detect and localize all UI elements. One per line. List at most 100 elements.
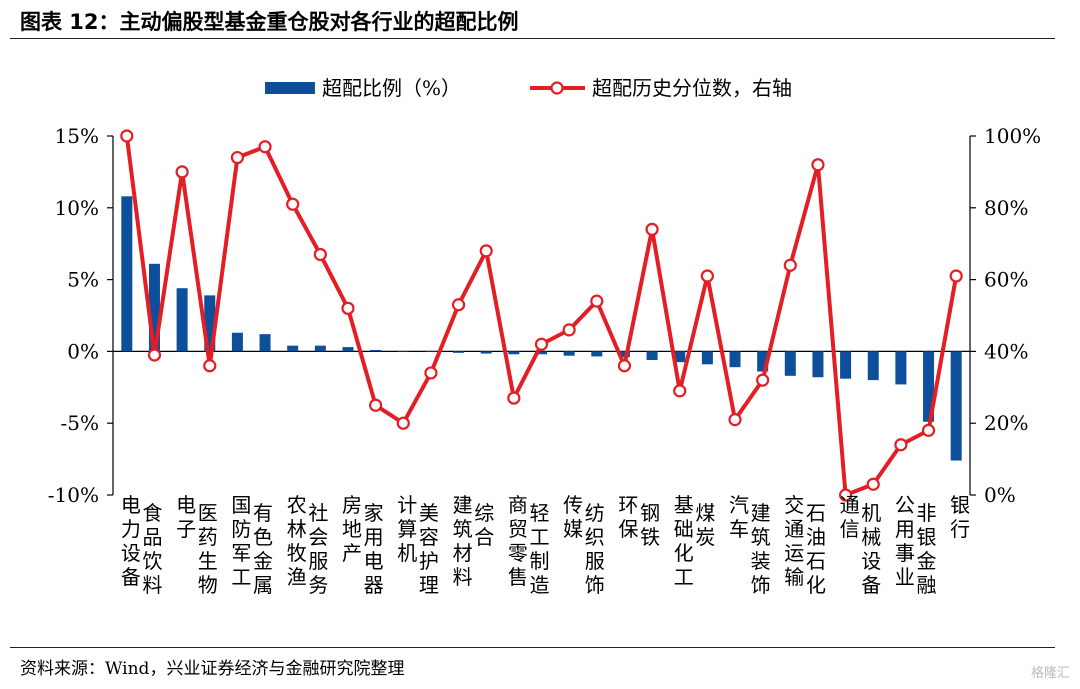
left-tick-label: 15%	[55, 124, 99, 148]
x-tick-label: 轻工制造	[530, 501, 550, 597]
line-point	[811, 158, 825, 172]
x-tick-label: 家用电器	[364, 501, 384, 597]
x-tick-labels: 电力设备食品饮料电子医药生物国防军工有色金属农林牧渔社会服务房地产家用电器计算机…	[121, 493, 970, 597]
bar	[923, 351, 935, 422]
x-tick-label: 国防军工	[231, 493, 251, 589]
line-point	[645, 222, 659, 236]
bar	[287, 345, 299, 352]
line-point	[534, 337, 549, 351]
x-tick-label: 建筑装饰	[751, 501, 771, 597]
right-tick-label: 100%	[984, 124, 1041, 148]
x-tick-label: 传媒	[563, 493, 583, 541]
line-point	[507, 391, 521, 405]
bar	[701, 351, 713, 365]
percentile-line	[124, 135, 959, 497]
bar	[867, 351, 879, 381]
bar	[618, 351, 630, 358]
bar	[591, 351, 603, 357]
bar	[812, 351, 824, 378]
left-tick-label: 5%	[67, 268, 99, 292]
bar	[148, 263, 160, 352]
x-tick-label: 社会服务	[308, 501, 328, 597]
x-tick-label: 基础化工	[674, 493, 694, 589]
line-point	[617, 359, 632, 373]
x-tick-label: 钢铁	[640, 501, 660, 549]
line-point	[866, 477, 880, 491]
line-point	[258, 140, 272, 154]
x-tick-label: 通信	[840, 493, 860, 541]
line-point	[479, 244, 493, 258]
x-tick-label: 交通运输	[784, 493, 804, 589]
x-tick-label: 汽车	[729, 493, 749, 541]
bar	[480, 351, 492, 354]
x-tick-label: 环保	[618, 493, 638, 541]
x-tick-label: 电子	[176, 493, 196, 541]
right-tick-label: 40%	[984, 339, 1028, 363]
line-series	[120, 129, 963, 502]
line-point	[203, 359, 217, 373]
bar	[425, 351, 437, 352]
x-tick-label: 机械设备	[861, 501, 881, 597]
line-point	[286, 197, 300, 211]
x-tick-label: 建筑材料	[453, 493, 473, 589]
bar	[314, 345, 326, 352]
line-point	[451, 298, 466, 312]
right-tick-label: 0%	[984, 483, 1016, 507]
x-tick-label: 电力设备	[121, 493, 141, 589]
x-tick-label: 医药生物	[198, 501, 218, 597]
bar	[536, 351, 547, 355]
line-point	[175, 165, 189, 179]
line-point	[369, 398, 383, 412]
x-tick-label: 房地产	[342, 493, 362, 565]
line-point	[424, 366, 438, 380]
line-point	[700, 269, 714, 283]
axes: 15% 10% 5% 0% -5% -10% 100% 80% 60% 40% 20% 0%	[48, 124, 1041, 507]
bar	[259, 334, 271, 352]
line-point	[230, 150, 245, 165]
legend-line-marker	[550, 81, 564, 95]
x-tick-label: 公用事业	[895, 493, 915, 589]
bar	[950, 351, 962, 461]
bar	[204, 295, 216, 352]
legend-line-label: 超配历史分位数，右轴	[592, 76, 792, 100]
legend-bar-label: 超配比例（%）	[322, 76, 461, 100]
bar	[342, 347, 354, 352]
legend-bar-swatch	[265, 82, 315, 94]
x-tick-label: 银行	[950, 493, 970, 541]
bar	[840, 351, 852, 379]
bar	[674, 351, 686, 363]
left-tick-label: 0%	[67, 339, 99, 363]
bar	[757, 351, 769, 372]
bar	[453, 351, 465, 353]
left-tick-label: 10%	[55, 196, 99, 220]
line-point	[949, 269, 963, 283]
bar	[397, 351, 409, 352]
line-point	[562, 323, 576, 337]
bar	[646, 351, 658, 361]
bar	[231, 332, 243, 352]
line-point	[756, 373, 770, 387]
bar	[895, 351, 907, 385]
x-tick-label: 非银金融	[917, 501, 937, 597]
line-point	[728, 413, 742, 427]
line-point	[673, 384, 687, 398]
bar-series	[121, 196, 962, 461]
x-tick-label: 食品饮料	[142, 501, 162, 597]
bar	[729, 351, 741, 368]
x-tick-label: 煤炭	[695, 501, 715, 549]
right-tick-label: 80%	[984, 196, 1028, 220]
line-point	[396, 416, 410, 430]
bottom-rule	[10, 647, 1055, 648]
x-tick-label: 石油石化	[806, 501, 826, 597]
right-tick-label: 60%	[984, 268, 1028, 292]
legend: 超配比例（%） 超配历史分位数，右轴	[265, 76, 792, 100]
x-tick-label: 商贸零售	[508, 493, 528, 589]
x-tick-label: 美容护理	[419, 501, 439, 597]
right-tick-label: 20%	[984, 411, 1028, 435]
chart-canvas: 超配比例（%） 超配历史分位数，右轴 15% 10% 5% 0% -5% -10% 100% 8…	[48, 76, 1041, 597]
left-tick-label: -10%	[48, 483, 99, 507]
top-rule	[10, 38, 1055, 39]
line-point	[921, 423, 936, 437]
line-point	[341, 301, 355, 315]
bar	[370, 349, 382, 352]
